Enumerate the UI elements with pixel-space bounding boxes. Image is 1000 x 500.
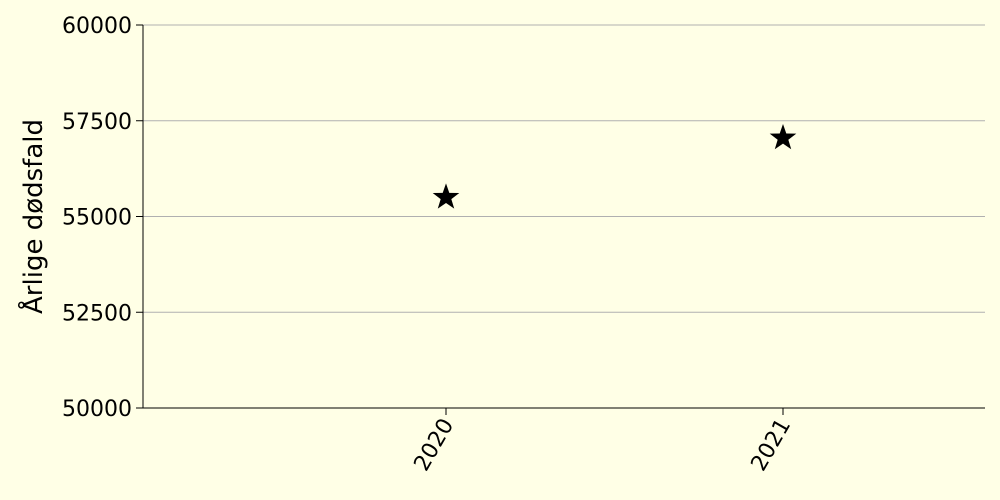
y-tick-labels: 50000 52500 55000 57500 60000 — [62, 14, 132, 422]
y-tick-label-2: 55000 — [62, 206, 132, 231]
y-axis-label: Årlige dødsfald — [17, 119, 49, 314]
y-tick-label-3: 57500 — [62, 110, 132, 135]
y-tick-label-4: 60000 — [62, 14, 132, 39]
data-points — [432, 123, 797, 209]
data-point-star-2021 — [769, 123, 797, 150]
axes — [136, 24, 985, 415]
data-point-star-2020 — [432, 183, 460, 209]
y-tick-label-0: 50000 — [62, 397, 132, 422]
grid-lines — [143, 24, 985, 313]
y-tick-label-1: 52500 — [62, 301, 132, 326]
